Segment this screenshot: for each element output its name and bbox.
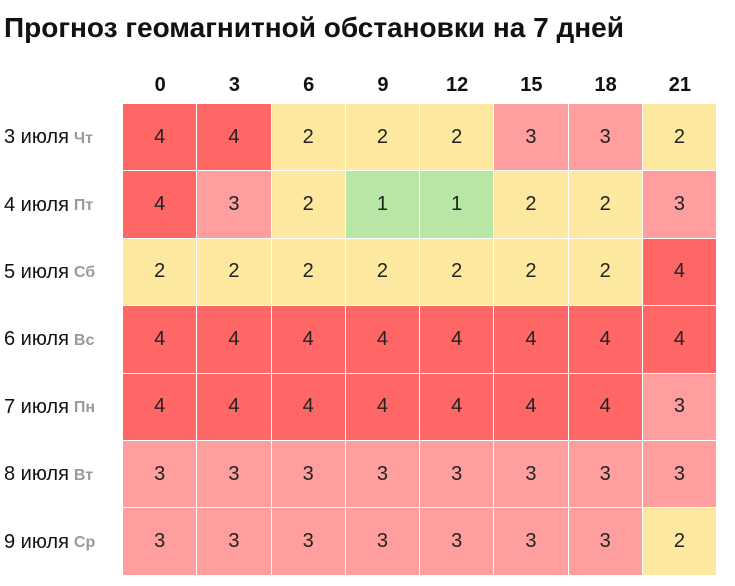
heatmap-cell: 4: [197, 373, 271, 440]
row-date: 9 июля: [4, 530, 69, 553]
heatmap-cell: 4: [271, 373, 345, 440]
row-weekday: Вс: [73, 331, 95, 349]
heatmap-cell: 2: [568, 171, 642, 238]
heatmap-cell: 2: [345, 104, 419, 171]
heatmap-cell: 1: [345, 171, 419, 238]
heatmap-cell: 4: [123, 373, 197, 440]
heatmap-cell: 2: [197, 238, 271, 306]
row-weekday: Пн: [73, 399, 96, 417]
row-label: 8 июля Вт: [4, 441, 93, 508]
row-date: 7 июля: [4, 395, 69, 418]
row-date: 4 июля: [4, 193, 69, 216]
heatmap-cell: 3: [494, 104, 568, 171]
heatmap-cell: 2: [123, 238, 197, 306]
heatmap-cell: 2: [568, 238, 642, 306]
heatmap-cell: 3: [494, 508, 568, 575]
row-weekday: Ср: [73, 534, 96, 552]
heatmap-cell: 2: [494, 171, 568, 238]
heatmap-cell: 1: [420, 171, 494, 238]
heatmap-cell: 3: [197, 441, 271, 508]
row-date: 3 июля: [4, 126, 69, 149]
column-header-hour: 12: [446, 73, 469, 96]
heatmap-cell: 2: [494, 238, 568, 306]
heatmap-cell: 3: [420, 441, 494, 508]
row-label: 3 июля Чт: [4, 104, 93, 171]
heatmap-cell: 4: [642, 238, 716, 306]
heatmap-cell: 3: [345, 441, 419, 508]
heatmap-cell: 3: [568, 441, 642, 508]
heatmap-cell: 2: [420, 238, 494, 306]
heatmap-cell: 3: [123, 441, 197, 508]
heatmap-cell: 3: [345, 508, 419, 575]
row-weekday: Вт: [73, 466, 94, 484]
row-label: 9 июля Ср: [4, 508, 95, 575]
heatmap-cell: 3: [197, 171, 271, 238]
heatmap-cell: 4: [420, 306, 494, 373]
heatmap-cell: 4: [345, 306, 419, 373]
heatmap-cell: 4: [123, 306, 197, 373]
heatmap-cell: 3: [123, 508, 197, 575]
row-label: 6 июля Вс: [4, 306, 94, 373]
heatmap-cell: 2: [420, 104, 494, 171]
heatmap-cell: 2: [345, 238, 419, 306]
row-date: 8 июля: [4, 463, 69, 486]
row-weekday: Пт: [73, 197, 94, 215]
row-date: 5 июля: [4, 260, 69, 283]
row-date: 6 июля: [4, 328, 69, 351]
heatmap-cell: 3: [197, 508, 271, 575]
heatmap-cell: 4: [494, 373, 568, 440]
heatmap-cell: 4: [123, 171, 197, 238]
heatmap-cell: 3: [642, 171, 716, 238]
row-label: 7 июля Пн: [4, 374, 95, 441]
row-weekday: Сб: [73, 264, 96, 282]
heatmap-cell: 4: [568, 373, 642, 440]
heatmap-cell: 4: [345, 373, 419, 440]
column-header-hour: 0: [154, 73, 166, 96]
heatmap-cell: 3: [420, 508, 494, 575]
row-label: 4 июля Пт: [4, 171, 93, 238]
heatmap-cell: 4: [642, 306, 716, 373]
heatmap-cell: 4: [420, 373, 494, 440]
heatmap-cell: 4: [494, 306, 568, 373]
column-header-hour: 6: [303, 73, 315, 96]
heatmap-cell: 2: [642, 508, 716, 575]
heatmap-cell: 3: [494, 441, 568, 508]
row-weekday: Чт: [73, 129, 93, 147]
column-header-hour: 18: [594, 73, 617, 96]
heatmap-cell: 4: [271, 306, 345, 373]
heatmap-cell: 3: [271, 508, 345, 575]
heatmap-cell: 4: [197, 306, 271, 373]
heatmap-cell: 4: [123, 104, 197, 171]
heatmap-cell: 3: [642, 441, 716, 508]
heatmap-cell: 3: [642, 373, 716, 440]
column-header-hour: 3: [228, 73, 240, 96]
column-header-hour: 9: [377, 73, 389, 96]
heatmap-cell: 4: [197, 104, 271, 171]
row-label: 5 июля Сб: [4, 239, 95, 306]
column-header-hour: 21: [668, 73, 691, 96]
heatmap-cell: 3: [568, 508, 642, 575]
heatmap-cell: 2: [271, 238, 345, 306]
heatmap-cell: 4: [568, 306, 642, 373]
heatmap-cell: 3: [568, 104, 642, 171]
chart-title: Прогноз геомагнитной обстановки на 7 дне…: [4, 12, 624, 43]
heatmap-cell: 2: [642, 104, 716, 171]
heatmap-cell: 2: [271, 104, 345, 171]
column-header-hour: 15: [520, 73, 543, 96]
heatmap-cell: 2: [271, 171, 345, 238]
heatmap-cell: 3: [271, 441, 345, 508]
